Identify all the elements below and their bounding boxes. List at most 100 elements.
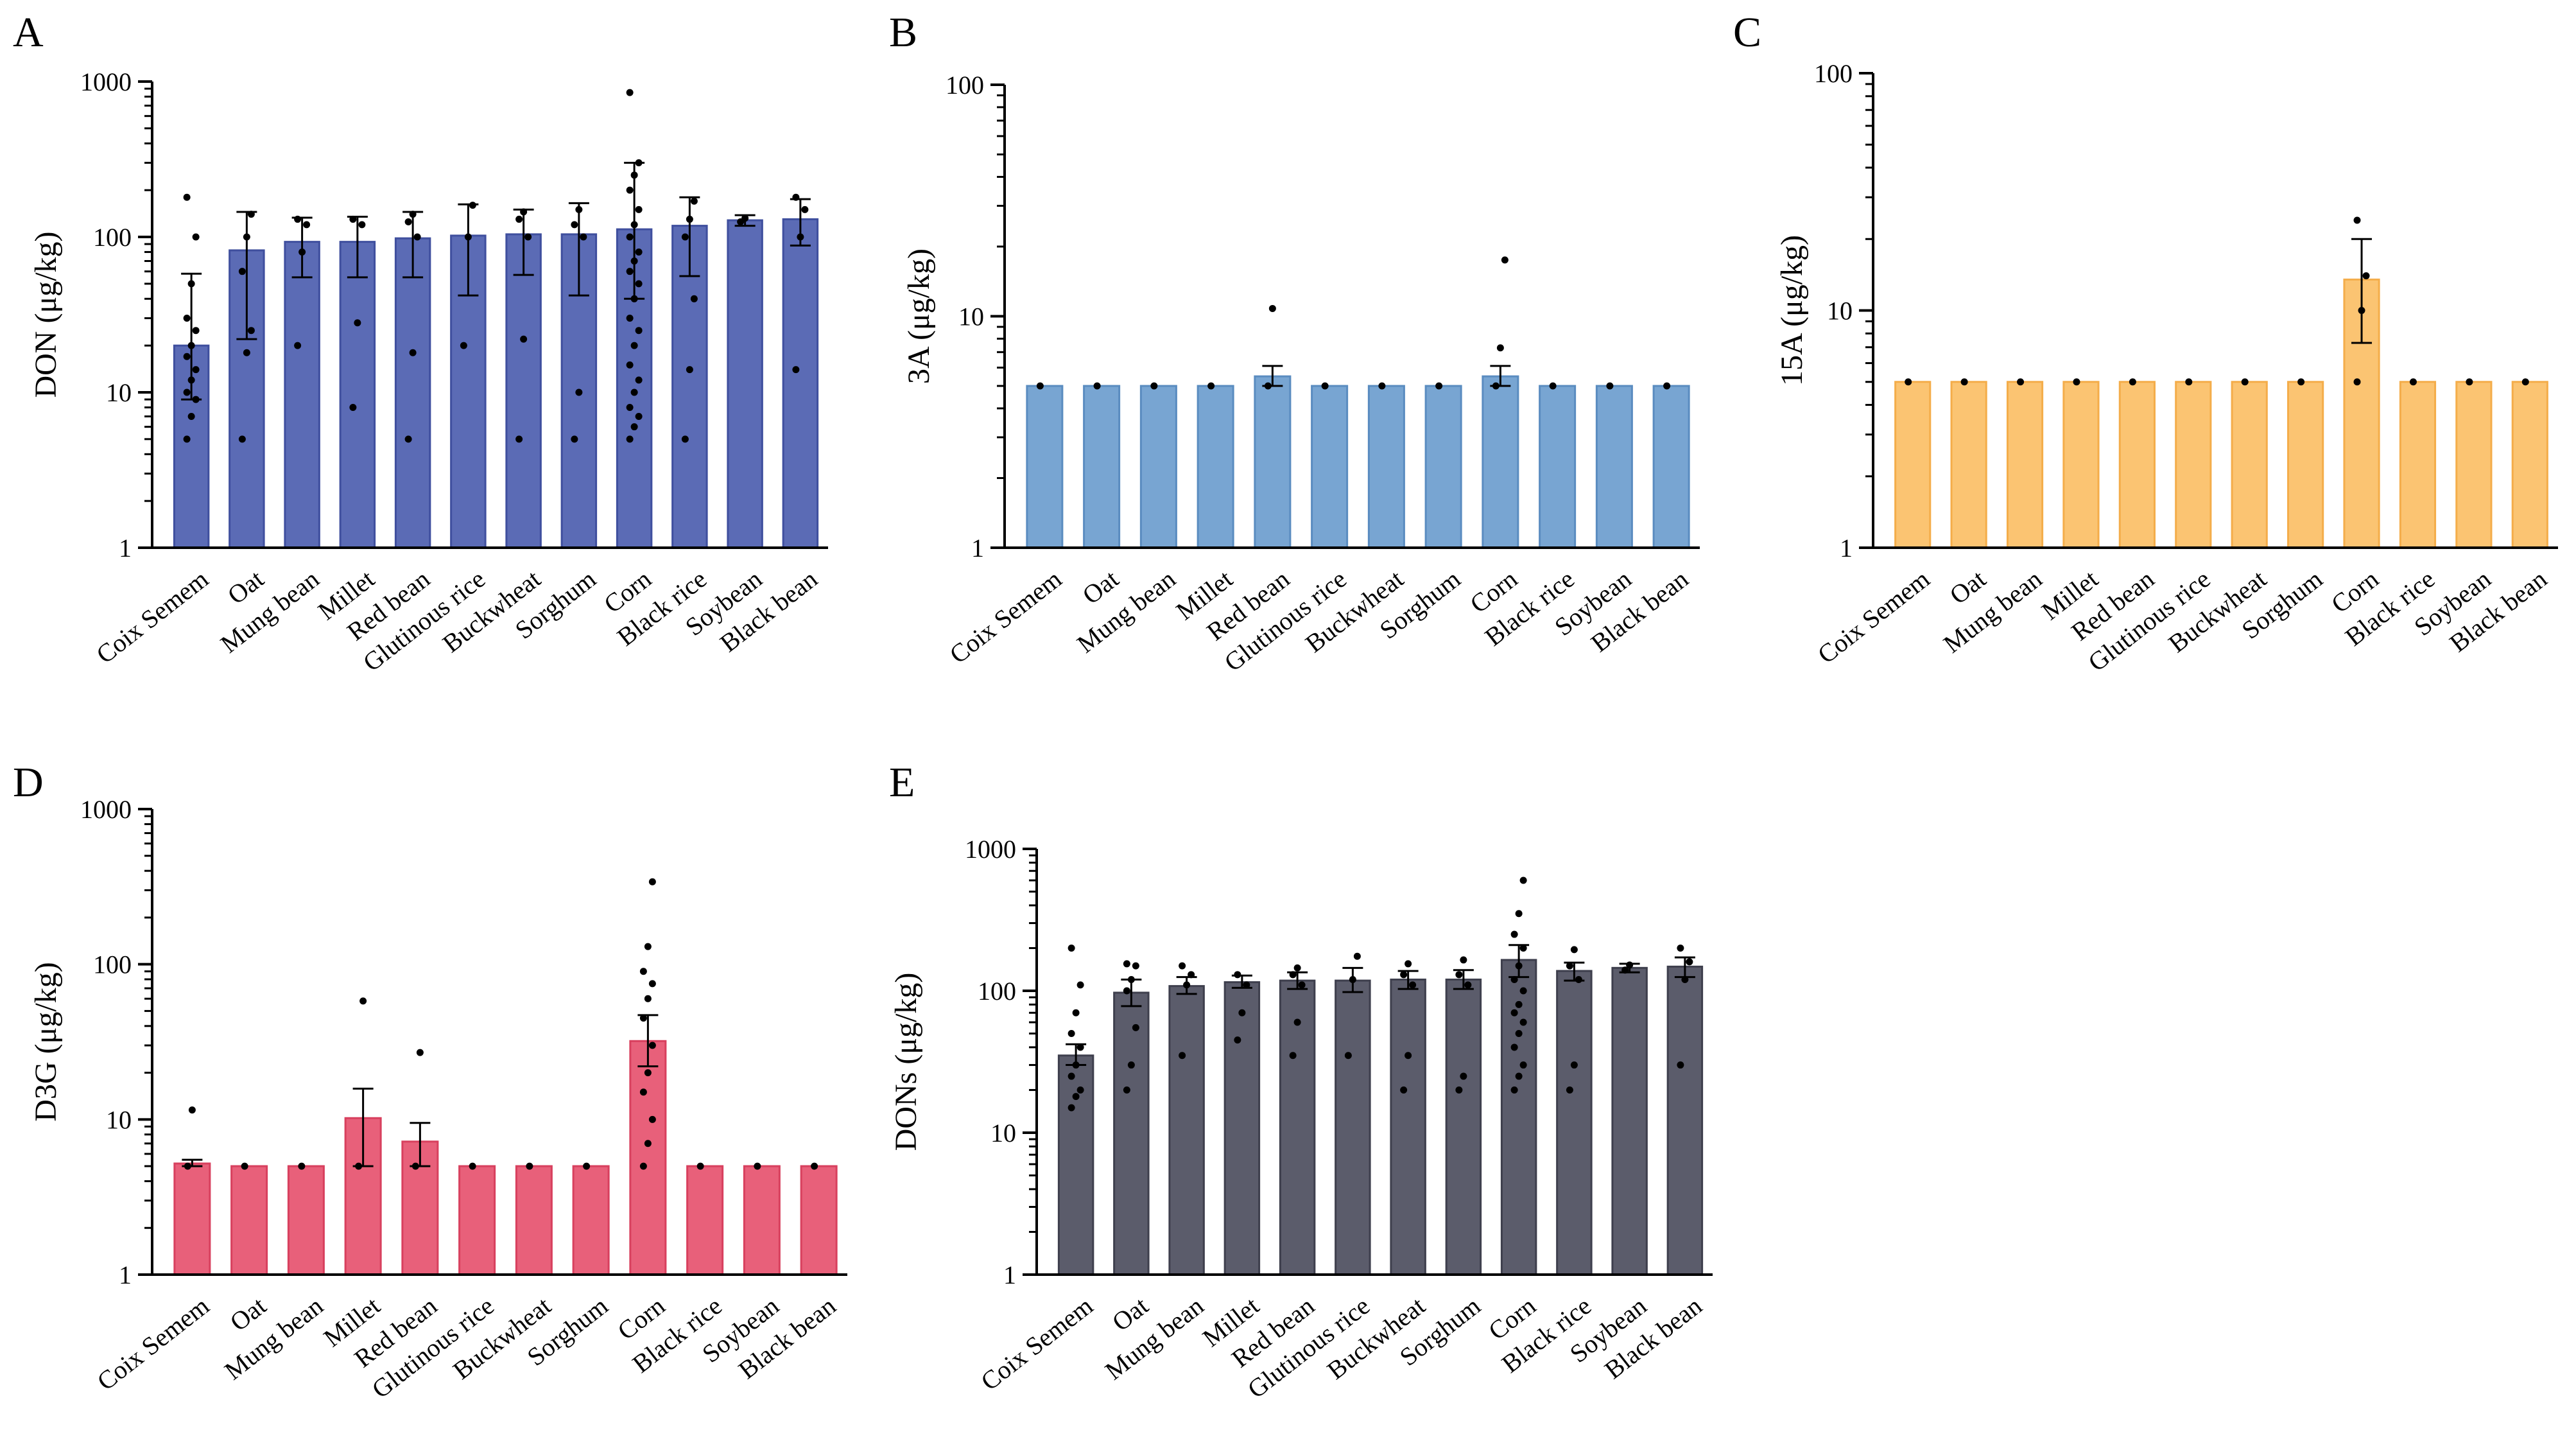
data-point — [1905, 378, 1912, 386]
y-axis-label: D3G (μg/kg) — [29, 962, 63, 1121]
data-point — [2466, 378, 2473, 386]
y-tick-label: 100 — [1814, 59, 1853, 88]
bar — [1311, 385, 1349, 549]
data-point — [1549, 382, 1557, 390]
data-point — [1515, 962, 1523, 970]
data-point — [626, 435, 634, 443]
data-point — [1400, 971, 1408, 979]
bar — [1595, 385, 1633, 549]
data-point — [187, 412, 195, 420]
data-point — [1515, 1000, 1523, 1008]
data-point — [294, 342, 302, 349]
x-tick-label: Coix Semem — [975, 1291, 1098, 1396]
data-point — [1123, 960, 1130, 968]
y-tick-label: 10 — [958, 302, 984, 331]
bar — [686, 1165, 724, 1276]
bar — [505, 233, 542, 549]
data-point — [247, 327, 255, 335]
data-point — [639, 1162, 647, 1170]
data-point — [303, 221, 311, 229]
data-point — [1681, 976, 1689, 984]
data-point — [681, 233, 689, 241]
data-point — [469, 1162, 476, 1170]
data-point — [1460, 1072, 1467, 1080]
data-point — [686, 366, 693, 374]
data-point — [1036, 382, 1044, 390]
data-point — [1626, 961, 1634, 969]
data-point — [1519, 1018, 1527, 1026]
data-point — [184, 1162, 191, 1170]
data-point — [411, 1162, 419, 1170]
data-point — [1076, 1043, 1084, 1051]
y-axis-label: DON (μg/kg) — [29, 231, 63, 397]
bar — [1652, 385, 1690, 549]
data-point — [2409, 378, 2417, 386]
data-point — [238, 435, 246, 443]
data-point — [2185, 378, 2193, 386]
data-point — [1570, 946, 1578, 954]
data-point — [515, 215, 523, 223]
data-point — [464, 233, 472, 241]
data-point — [1234, 971, 1241, 979]
data-point — [644, 1069, 652, 1077]
data-point — [354, 319, 361, 327]
data-point — [635, 412, 643, 420]
data-point — [2521, 378, 2529, 386]
bar — [2511, 381, 2548, 549]
data-point — [1566, 962, 1573, 970]
data-point — [1123, 987, 1130, 995]
data-point — [741, 214, 749, 222]
data-point — [1405, 960, 1412, 968]
data-point — [1519, 876, 1527, 884]
data-point — [1072, 1093, 1080, 1101]
data-point — [1179, 962, 1186, 970]
data-point — [1289, 971, 1297, 979]
data-point — [238, 268, 246, 275]
data-point — [1068, 1104, 1075, 1112]
data-point — [1264, 382, 1272, 390]
x-tick-label: Coix Semem — [92, 1291, 214, 1396]
data-point — [298, 1162, 306, 1170]
x-tick-label: Coix Semem — [944, 564, 1067, 669]
data-point — [349, 403, 357, 411]
data-point — [2362, 272, 2370, 280]
data-point — [626, 315, 634, 322]
data-point — [1076, 981, 1084, 989]
data-point — [635, 159, 643, 167]
bar — [284, 241, 320, 549]
data-point — [2297, 378, 2305, 386]
data-point — [1207, 382, 1215, 390]
data-point — [626, 186, 634, 194]
data-point — [187, 376, 195, 384]
data-point — [192, 366, 200, 374]
bar — [1424, 385, 1462, 549]
bar — [2062, 381, 2100, 549]
data-point — [1570, 1061, 1578, 1069]
data-point — [1132, 962, 1139, 970]
data-point — [2353, 216, 2361, 224]
y-tick-label: 1000 — [965, 835, 1016, 864]
bar — [629, 1040, 667, 1276]
data-point — [1510, 930, 1518, 938]
y-axis-label: 3A (μg/kg) — [902, 249, 936, 384]
data-point — [2358, 307, 2365, 314]
y-tick-label: 1 — [971, 534, 984, 563]
data-point — [1515, 1072, 1523, 1080]
data-point — [409, 349, 417, 356]
data-point — [630, 221, 638, 229]
data-point — [575, 388, 583, 396]
y-tick-label: 100 — [93, 223, 132, 252]
x-tick-label: Mung bean — [1100, 1291, 1209, 1386]
bar — [1950, 381, 1987, 549]
data-point — [690, 295, 698, 302]
data-point — [630, 388, 638, 396]
data-point — [469, 202, 476, 209]
data-point — [183, 193, 191, 201]
bar — [727, 219, 763, 549]
data-point — [686, 215, 693, 223]
data-point — [243, 233, 250, 241]
data-point — [409, 211, 417, 218]
